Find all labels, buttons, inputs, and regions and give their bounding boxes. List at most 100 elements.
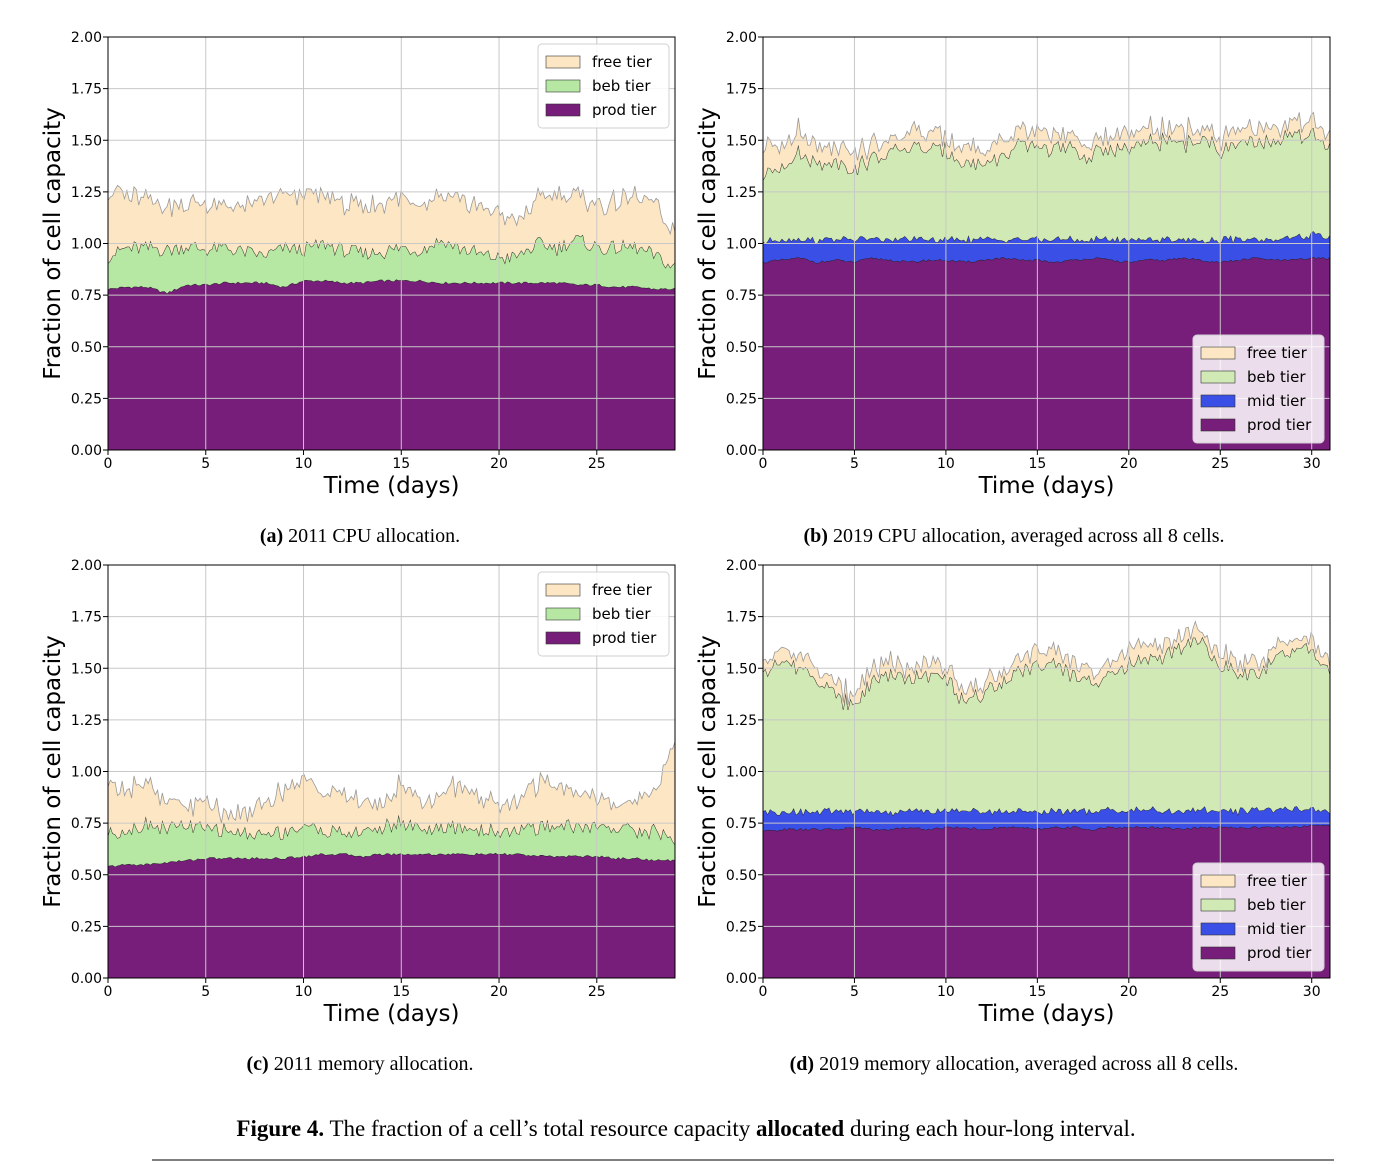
legend-swatch [545, 103, 581, 117]
y-axis-label: Fraction of cell capacity [695, 635, 721, 908]
x-tick-label: 20 [1120, 456, 1138, 472]
y-tick-label: 0.00 [726, 443, 757, 459]
legend-label: free tier [592, 581, 653, 599]
y-tick-label: 0.75 [71, 816, 102, 832]
ticks-b: 0 5 10 15 20 25 30 0.00 0.25 0.50 0.75 1.00 1.25 1.50… [726, 30, 1321, 472]
y-axis-label: Fraction of cell capacity [40, 635, 66, 908]
y-tick-label: 1.50 [71, 133, 102, 149]
area-beb-tier [763, 128, 1330, 244]
legend-b: free tier beb tier mid tier prod tier [1192, 334, 1325, 444]
y-tick-label: 1.75 [726, 610, 757, 626]
legend-swatch [1200, 946, 1236, 960]
y-tick-label: 2.00 [71, 558, 102, 574]
area-prod-tier [108, 852, 675, 978]
stacked-areas-a [107, 184, 676, 450]
y-tick-label: 0.50 [726, 868, 757, 884]
area-prod-tier [763, 824, 1330, 978]
legend-swatch [545, 79, 581, 93]
legend-label: free tier [1247, 344, 1308, 362]
x-tick-label: 15 [1028, 456, 1046, 472]
legend-label: prod tier [1247, 944, 1312, 962]
stacked-areas-d [762, 620, 1331, 978]
legend-box [1192, 334, 1325, 444]
legend-swatch [1200, 346, 1236, 360]
area-mid-tier [763, 806, 1330, 832]
legend-swatch [1200, 922, 1236, 936]
subfigure-caption-label: (b) [803, 525, 827, 547]
y-tick-label: 1.25 [71, 185, 102, 201]
y-axis-label: Fraction of cell capacity [695, 107, 721, 380]
subfigure-caption: (a) 2011 CPU allocation. [260, 525, 460, 547]
x-tick-label: 15 [1028, 984, 1046, 1000]
legend-swatch [1200, 898, 1236, 912]
y-tick-label: 0.50 [71, 340, 102, 356]
legend-label: prod tier [1247, 416, 1312, 434]
area-free-tier [108, 185, 675, 268]
figure-caption-label: Figure 4. [236, 1116, 324, 1141]
x-tick-label: 15 [392, 984, 410, 1000]
y-tick-label: 2.00 [726, 30, 757, 46]
legend-swatch [1200, 418, 1236, 432]
x-tick-label: 25 [588, 456, 606, 472]
figure-caption: Figure 4. The fraction of a cell’s total… [236, 1116, 1135, 1141]
legend-label: mid tier [1247, 392, 1306, 410]
y-tick-label: 1.00 [726, 765, 757, 781]
edge-free-tier [107, 741, 676, 823]
chart-panel-b: 0 5 10 15 20 25 30 0.00 0.25 0.50 0.75 1.00 1.25 1.50… [695, 30, 1331, 547]
chart-panel-c: 0 5 10 15 20 25 0.00 0.25 0.50 0.75 1.00 1.25 1.50 1.… [40, 558, 676, 1075]
y-axis-label: Fraction of cell capacity [40, 107, 66, 380]
legend-swatch [545, 607, 581, 621]
y-tick-label: 2.00 [726, 558, 757, 574]
y-tick-label: 0.25 [71, 919, 102, 935]
y-tick-label: 0.25 [726, 391, 757, 407]
legend-label: beb tier [592, 605, 651, 623]
legend-label: free tier [1247, 872, 1308, 890]
y-tick-label: 1.50 [726, 661, 757, 677]
y-tick-label: 0.50 [71, 868, 102, 884]
y-tick-label: 1.00 [71, 765, 102, 781]
x-tick-label: 0 [104, 984, 113, 1000]
area-beb-tier [108, 814, 675, 867]
y-tick-label: 0.25 [726, 919, 757, 935]
chart-panels: 0 5 10 15 20 25 0.00 0.25 0.50 0.75 1.00 1.25 1.50 1.… [40, 30, 1331, 1075]
legend-d: free tier beb tier mid tier prod tier [1192, 862, 1325, 972]
legend-label: prod tier [592, 629, 657, 647]
x-tick-label: 5 [850, 456, 859, 472]
x-tick-label: 20 [490, 984, 508, 1000]
area-mid-tier [763, 231, 1330, 264]
y-tick-label: 0.75 [726, 816, 757, 832]
x-axis-label: Time (days) [978, 1001, 1115, 1027]
x-tick-label: 15 [392, 456, 410, 472]
y-tick-label: 0.25 [71, 391, 102, 407]
y-tick-label: 0.75 [726, 288, 757, 304]
x-tick-label: 10 [937, 456, 955, 472]
legend-swatch [545, 631, 581, 645]
y-tick-label: 1.25 [726, 713, 757, 729]
chart-panel-a: 0 5 10 15 20 25 0.00 0.25 0.50 0.75 1.00 1.25 1.50 1.… [40, 30, 676, 547]
figure-caption-text-1: The fraction of a cell’s total resource … [324, 1116, 756, 1141]
edge-free-tier [107, 184, 676, 236]
x-axis-label: Time (days) [978, 473, 1115, 499]
x-tick-label: 30 [1303, 456, 1321, 472]
x-tick-label: 25 [1211, 456, 1229, 472]
area-beb-tier [763, 636, 1330, 816]
y-tick-label: 1.75 [726, 82, 757, 98]
stacked-areas-c [107, 741, 676, 978]
x-tick-label: 5 [201, 456, 210, 472]
y-tick-label: 0.50 [726, 340, 757, 356]
area-prod-tier [763, 256, 1330, 450]
legend-swatch [1200, 370, 1236, 384]
y-tick-label: 1.75 [71, 82, 102, 98]
x-axis-label: Time (days) [323, 1001, 460, 1027]
area-free-tier [763, 112, 1330, 181]
ticks-a: 0 5 10 15 20 25 0.00 0.25 0.50 0.75 1.00 1.25 1.50 1.… [71, 30, 606, 472]
legend-label: prod tier [592, 101, 657, 119]
area-free-tier [108, 741, 675, 845]
x-tick-label: 25 [1211, 984, 1229, 1000]
x-tick-label: 0 [104, 456, 113, 472]
x-tick-label: 30 [1303, 984, 1321, 1000]
subfigure-caption: (b) 2019 CPU allocation, averaged across… [803, 525, 1224, 547]
x-tick-label: 0 [759, 984, 768, 1000]
legend-label: beb tier [1247, 896, 1306, 914]
